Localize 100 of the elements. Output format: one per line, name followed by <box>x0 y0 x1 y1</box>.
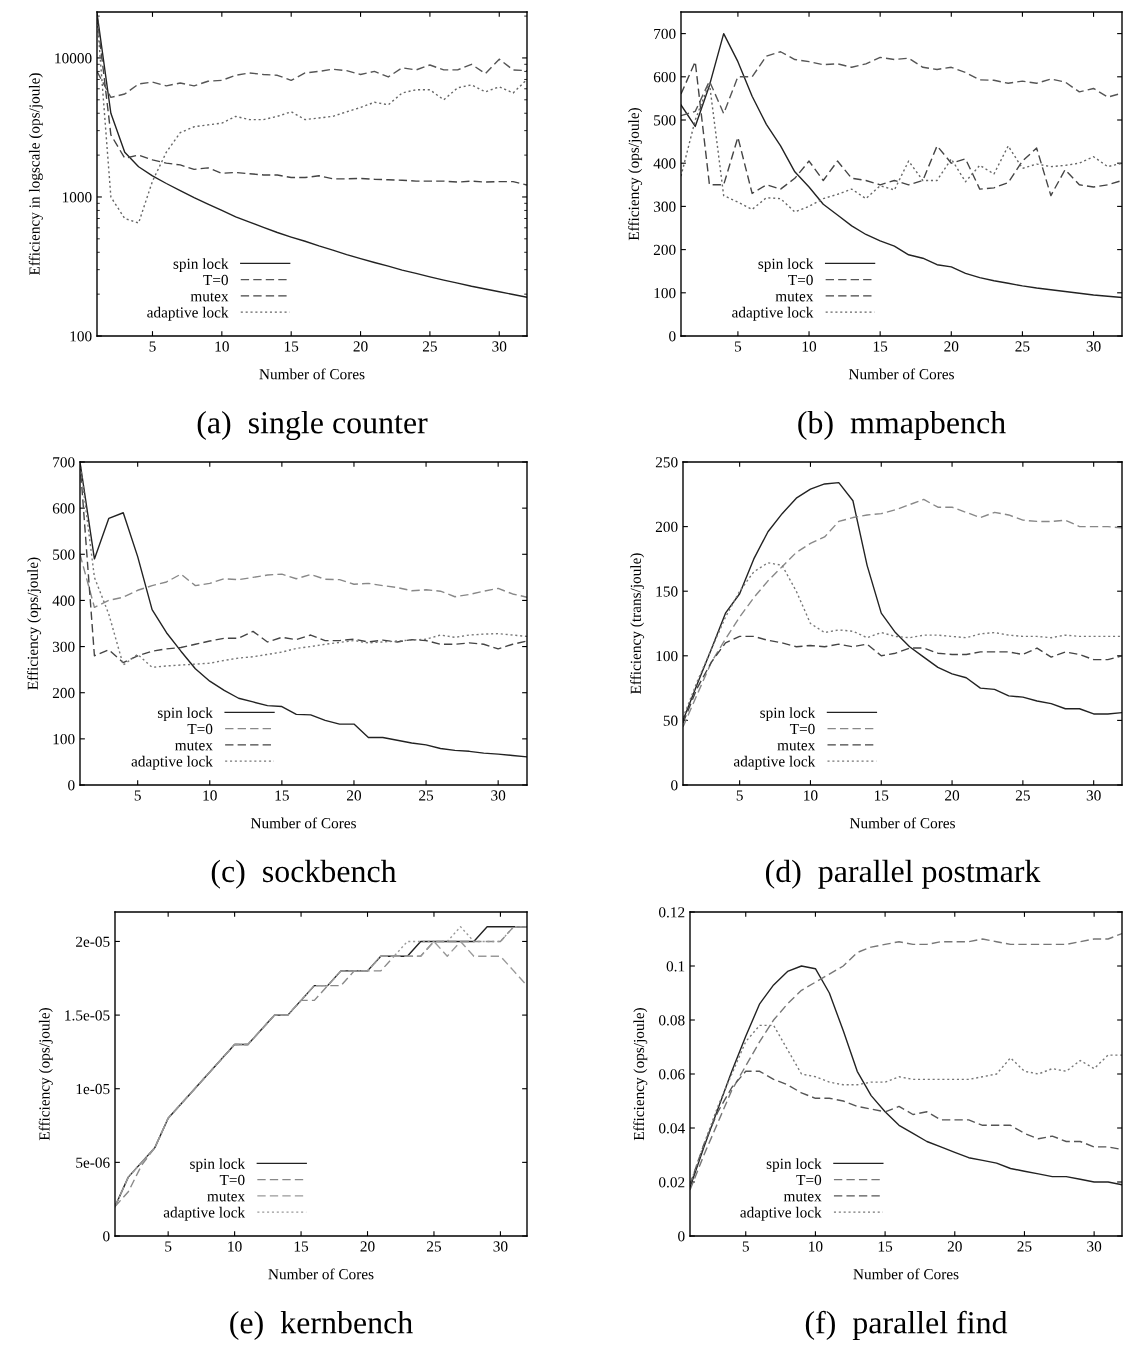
legend-label: T=0 <box>788 274 813 286</box>
x-tick-label: 10 <box>203 790 217 801</box>
x-tick-label: 20 <box>360 1241 375 1252</box>
text: (a) single counter <box>197 411 428 441</box>
y-axis-title: Efficiency (ops/joule) <box>27 557 42 690</box>
y-tick-label: 400 <box>653 158 676 169</box>
y-axis-title: Efficiency (ops/joule) <box>38 1007 53 1141</box>
y-tick-label: 100 <box>656 650 678 662</box>
x-tick-label: 25 <box>419 790 434 801</box>
y-axis-title: Efficiency (ops/joule) <box>633 1007 648 1141</box>
legend-label: mutex <box>777 741 816 751</box>
y-tick-label: 200 <box>653 244 676 256</box>
legend-label: mutex <box>207 1192 245 1202</box>
x-tick-label: 5 <box>165 1241 172 1252</box>
text: (f) parallel find <box>805 1310 1008 1340</box>
x-tick-label: 20 <box>945 790 960 801</box>
y-tick-label: 50 <box>663 715 678 726</box>
y-tick-label: 2e-05 <box>76 936 110 947</box>
y-tick-label: 1000 <box>62 192 92 203</box>
y-tick-label: 300 <box>52 641 75 653</box>
y-tick-label: 400 <box>52 595 75 606</box>
x-axis-title: Number of Cores <box>853 1268 959 1280</box>
y-tick-label: 700 <box>53 457 75 468</box>
y-axis-title: Efficiency (ops/joule) <box>628 107 643 241</box>
x-axis-title: Number of Cores <box>259 368 365 380</box>
y-tick-label: 0 <box>669 331 676 342</box>
x-axis-title: Number of Cores <box>268 1268 374 1280</box>
legend-label: T=0 <box>796 1174 822 1186</box>
x-axis-title: Number of Cores <box>848 368 954 380</box>
y-tick-label: 0 <box>678 1231 685 1242</box>
y-tick-label: 100 <box>70 331 92 342</box>
legend-label: mutex <box>775 292 814 302</box>
x-tick-label: 5 <box>742 1241 749 1252</box>
y-tick-label: 10000 <box>55 53 92 64</box>
y-tick-label: 0 <box>103 1231 110 1242</box>
legend-label: adaptive lock <box>732 306 814 321</box>
x-tick-label: 15 <box>294 1241 309 1252</box>
legend-label: spin lock <box>190 1158 246 1172</box>
x-axis-title: Number of Cores <box>849 817 955 829</box>
text: (d) parallel postmark <box>765 859 1041 889</box>
x-tick-label: 10 <box>802 341 817 352</box>
x-tick-label: 20 <box>944 341 959 352</box>
legend-label: adaptive lock <box>733 755 816 770</box>
y-tick-label: 0.02 <box>658 1177 685 1188</box>
y-tick-label: 0.1 <box>666 961 685 972</box>
y-tick-label: 150 <box>656 586 678 597</box>
legend-label: adaptive lock <box>147 306 229 321</box>
x-tick-label: 5 <box>736 790 743 801</box>
x-tick-label: 30 <box>1086 790 1101 801</box>
legend-label: adaptive lock <box>740 1206 822 1221</box>
x-tick-label: 15 <box>878 1241 893 1252</box>
y-tick-label: 600 <box>653 71 676 83</box>
x-tick-label: 5 <box>134 790 141 801</box>
y-tick-label: 0.04 <box>658 1123 685 1134</box>
legend-label: spin lock <box>760 707 816 721</box>
legend-label: spin lock <box>157 707 213 721</box>
text: (e) kernbench <box>230 1311 413 1340</box>
y-axis-title: Efficiency (trans/joule) <box>630 553 645 694</box>
y-tick-label: 250 <box>655 457 678 468</box>
x-tick-label: 30 <box>1087 1241 1102 1252</box>
y-tick-label: 300 <box>653 201 676 212</box>
x-tick-label: 10 <box>228 1241 242 1252</box>
x-axis-title: Number of Cores <box>250 817 356 829</box>
y-tick-label: 0 <box>68 780 75 791</box>
x-tick-label: 5 <box>149 341 156 352</box>
x-tick-label: 5 <box>734 341 742 352</box>
text: (b) mmapbench <box>798 411 1006 440</box>
legend-label: mutex <box>783 1192 822 1202</box>
y-tick-label: 1e-05 <box>76 1083 110 1095</box>
legend-label: spin lock <box>758 258 814 272</box>
x-tick-label: 30 <box>491 790 506 801</box>
x-tick-label: 10 <box>804 790 818 801</box>
x-tick-label: 30 <box>1086 341 1101 352</box>
x-tick-label: 25 <box>1015 790 1030 801</box>
x-tick-label: 25 <box>1015 341 1030 352</box>
y-tick-label: 200 <box>655 521 678 533</box>
x-tick-label: 15 <box>275 790 289 801</box>
legend-label: adaptive lock <box>131 755 213 770</box>
y-tick-label: 600 <box>52 503 75 514</box>
x-tick-label: 15 <box>873 341 888 352</box>
y-tick-label: 0.12 <box>658 907 685 918</box>
x-tick-label: 25 <box>1017 1241 1032 1252</box>
legend-label: mutex <box>190 292 229 302</box>
y-tick-label: 100 <box>53 734 75 745</box>
x-tick-label: 30 <box>492 341 507 352</box>
legend-label: T=0 <box>789 723 815 735</box>
y-tick-label: 700 <box>654 28 676 40</box>
x-tick-label: 15 <box>874 790 889 801</box>
y-tick-label: 5e-06 <box>76 1157 110 1168</box>
x-tick-label: 15 <box>284 341 299 352</box>
y-tick-label: 100 <box>654 287 676 299</box>
legend-label: adaptive lock <box>163 1206 246 1221</box>
y-tick-label: 500 <box>53 549 75 560</box>
legend-label: spin lock <box>766 1158 822 1172</box>
y-tick-label: 1.5e-05 <box>65 1010 110 1021</box>
legend-label: T=0 <box>187 723 213 735</box>
legend-label: T=0 <box>219 1174 245 1186</box>
y-axis-title: Efficiency in logscale (ops/joule) <box>28 73 43 276</box>
x-tick-label: 25 <box>422 341 437 352</box>
legend-label: spin lock <box>173 258 229 272</box>
